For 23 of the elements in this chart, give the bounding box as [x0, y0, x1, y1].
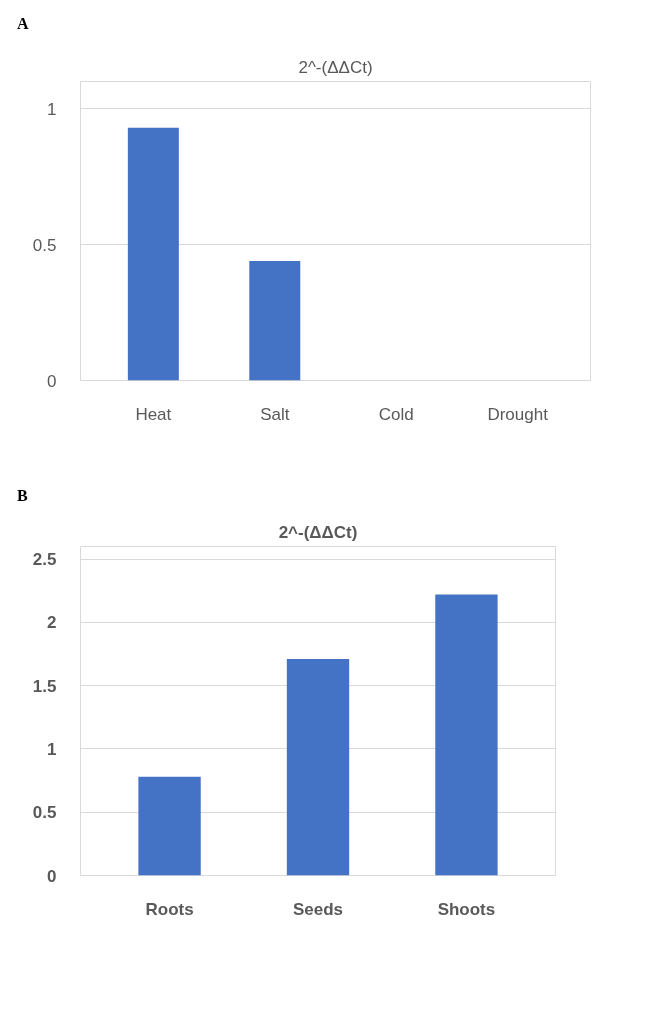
- y-tick-label: 0: [47, 371, 57, 391]
- bar: [138, 776, 201, 876]
- x-tick-label: Cold: [378, 404, 414, 424]
- bar: [286, 659, 350, 876]
- x-tick-label: Drought: [487, 404, 549, 424]
- y-tick-label: 1: [47, 739, 57, 759]
- y-tick-label: 0: [47, 866, 57, 886]
- y-tick-label: 0.5: [32, 803, 57, 823]
- y-tick-label: 0.5: [32, 235, 57, 255]
- text: B: [17, 486, 28, 506]
- y-tick-label: 2.5: [32, 550, 57, 570]
- y-tick-label: 1.5: [32, 676, 57, 696]
- x-tick-label: Heat: [135, 404, 172, 424]
- bar: [435, 594, 498, 876]
- x-tick-label: Salt: [260, 404, 290, 424]
- chart-title: 2^-(ΔΔCt): [278, 522, 358, 542]
- x-tick-label: Roots: [145, 899, 194, 919]
- x-tick-label: Seeds: [292, 899, 344, 919]
- chart-title: 2^-(ΔΔCt): [298, 57, 373, 77]
- x-tick-label: Shoots: [437, 899, 496, 919]
- text: A: [17, 14, 29, 34]
- y-tick-label: 1: [47, 99, 57, 119]
- y-tick-label: 2: [47, 613, 57, 633]
